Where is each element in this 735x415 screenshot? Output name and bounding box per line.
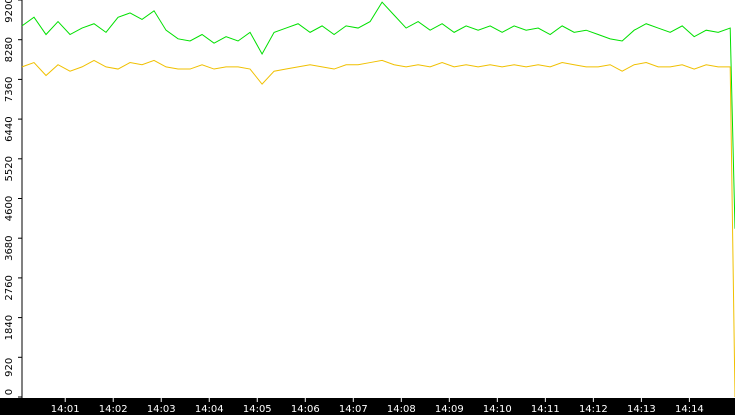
x-tick-label: 14:10 [483, 404, 512, 415]
series-line [21, 1, 735, 229]
x-tick-label: 14:12 [579, 404, 608, 415]
x-tick-label: 14:14 [675, 404, 704, 415]
x-tick-label: 14:08 [387, 404, 416, 415]
x-tick-label: 14:06 [291, 404, 320, 415]
y-tick-label: 0 [4, 389, 15, 395]
x-tick-label: 14:03 [147, 404, 176, 415]
y-tick-label: 9200 [4, 0, 15, 23]
x-tick-label: 14:05 [243, 404, 272, 415]
y-tick-label: 920 [4, 358, 15, 377]
y-tick-label: 2760 [4, 275, 15, 300]
y-tick-label: 8280 [4, 37, 15, 62]
x-axis-band [0, 398, 735, 415]
y-tick-label: 5520 [4, 156, 15, 181]
y-tick-label: 6440 [4, 116, 15, 141]
x-tick-label: 14:13 [627, 404, 656, 415]
y-tick-label: 1840 [4, 315, 15, 340]
y-tick-label: 7360 [4, 77, 15, 102]
x-tick-label: 14:09 [435, 404, 464, 415]
x-tick-label: 14:11 [531, 404, 560, 415]
y-tick-label: 3680 [4, 235, 15, 260]
x-tick-label: 14:07 [339, 404, 368, 415]
x-tick-label: 14:02 [99, 404, 128, 415]
x-tick-label: 14:04 [195, 404, 224, 415]
series-line [21, 59, 735, 398]
x-tick-label: 14:01 [51, 404, 80, 415]
y-tick-label: 4600 [4, 196, 15, 221]
